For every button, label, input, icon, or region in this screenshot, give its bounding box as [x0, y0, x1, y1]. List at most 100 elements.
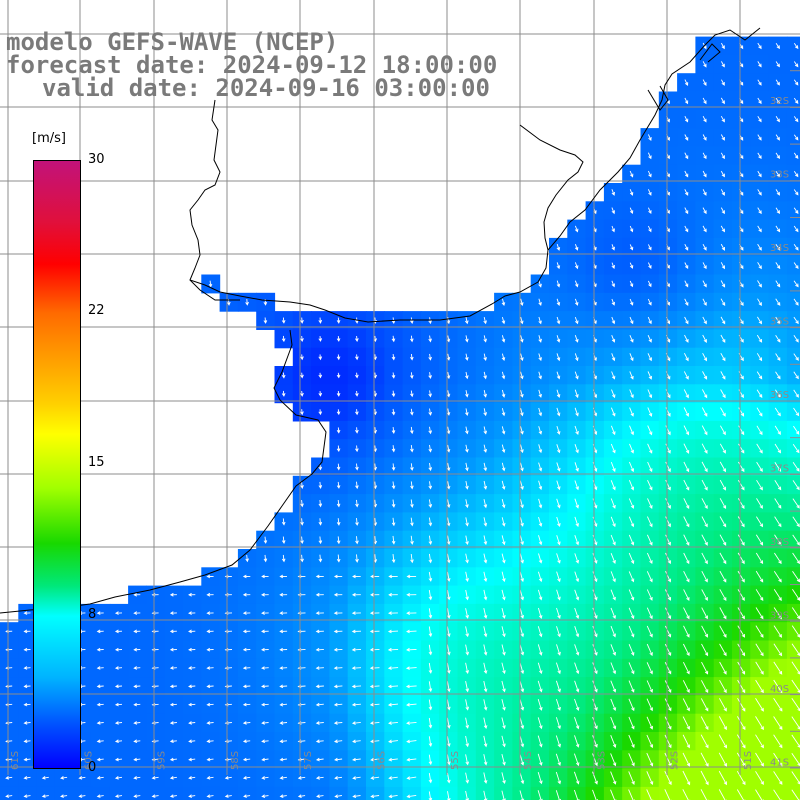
wind-arrow [720, 225, 725, 233]
wind-arrow [355, 518, 359, 526]
wind-arrow [629, 298, 634, 306]
wind-arrow [737, 479, 745, 491]
wind-arrow [628, 771, 635, 785]
wind-arrow [702, 298, 707, 306]
wind-arrow [465, 553, 469, 564]
wind-arrow [720, 134, 725, 141]
wind-arrow [483, 699, 488, 711]
wind-arrow [446, 626, 451, 638]
wind-arrow [683, 498, 690, 510]
wind-arrow [483, 499, 488, 509]
wind-arrow [538, 407, 543, 417]
wind-arrow [391, 499, 396, 508]
wind-arrow [519, 535, 524, 546]
wind-arrow [114, 647, 123, 652]
wind-arrow [279, 702, 288, 707]
wind-arrow [682, 716, 690, 730]
wind-arrow [483, 517, 488, 527]
wind-arrow [501, 426, 506, 435]
wind-arrow [773, 734, 783, 749]
wind-arrow [556, 571, 561, 583]
wind-arrow [391, 335, 396, 343]
wind-arrow [333, 647, 343, 652]
wind-arrow [279, 739, 288, 744]
wind-arrow [300, 354, 304, 361]
wind-arrow [700, 698, 709, 712]
wind-arrow [720, 189, 725, 196]
wind-arrow [446, 372, 451, 380]
wind-arrow [628, 716, 635, 730]
wind-arrow [756, 407, 763, 417]
wind-arrow [263, 554, 268, 563]
wind-arrow [629, 389, 634, 399]
wind-arrow [701, 498, 708, 510]
wind-arrow [701, 643, 709, 657]
wind-arrow [756, 334, 763, 343]
wind-arrow [23, 776, 31, 780]
wind-arrow [556, 262, 561, 270]
wind-arrow [793, 280, 799, 288]
wind-arrow [775, 316, 781, 325]
wind-arrow [682, 698, 690, 712]
wind-arrow [315, 629, 324, 634]
wind-arrow [682, 734, 691, 749]
wind-arrow [611, 280, 615, 288]
wind-arrow [628, 662, 635, 675]
wind-arrow [188, 721, 196, 725]
wind-arrow [391, 554, 396, 564]
wind-arrow [537, 771, 543, 785]
wind-arrow [318, 336, 323, 342]
latitude-ticks: 32S 33S 34S 35S 36S 37S 38S 39S 40S 41S [770, 96, 789, 769]
wind-arrow [664, 716, 672, 730]
wind-arrow [465, 462, 469, 472]
wind-arrow [300, 335, 304, 343]
wind-arrow [592, 771, 598, 785]
wind-arrow [465, 481, 469, 490]
wind-arrow [245, 299, 249, 306]
wind-arrow [446, 553, 451, 564]
wind-arrow [133, 629, 141, 634]
wind-arrow [556, 280, 561, 288]
wind-arrow [519, 298, 524, 306]
wind-arrow [315, 647, 324, 652]
wind-arrow [610, 553, 616, 564]
wind-arrow [206, 794, 214, 798]
wind-arrow [737, 716, 746, 731]
wind-cell [786, 329, 800, 349]
wind-arrow [592, 698, 598, 712]
wind-arrow [333, 574, 343, 579]
wind-arrow [334, 757, 343, 762]
wind-arrow [574, 280, 579, 288]
wind-arrow [537, 571, 543, 583]
wind-cell [786, 732, 800, 751]
wind-arrow [701, 680, 709, 694]
wind-arrow [684, 79, 689, 86]
wind-arrow [555, 662, 561, 675]
wind-cell [786, 603, 800, 623]
wind-arrow [611, 353, 616, 362]
wind-arrow [774, 480, 782, 491]
wind-arrow [574, 717, 580, 730]
wind-arrow [483, 626, 488, 638]
wind-arrow [300, 409, 304, 416]
wind-arrow [757, 262, 762, 270]
wind-arrow [611, 316, 616, 325]
wind-arrow [684, 207, 689, 215]
wind-arrow [721, 79, 725, 86]
wind-arrow [406, 629, 417, 634]
wind-arrow [737, 534, 745, 546]
wind-arrow [664, 771, 672, 786]
wind-arrow [465, 662, 470, 675]
wind-arrow [446, 571, 451, 582]
wind-arrow [628, 607, 635, 620]
wind-arrow [501, 298, 506, 307]
wind-arrow [646, 571, 653, 583]
wind-arrow [483, 571, 488, 583]
wind-arrow [465, 681, 470, 693]
wind-arrow [775, 79, 780, 86]
wind-arrow [737, 570, 745, 583]
wind-arrow [406, 574, 417, 579]
wind-arrow [206, 757, 214, 762]
wind-arrow [773, 752, 783, 767]
